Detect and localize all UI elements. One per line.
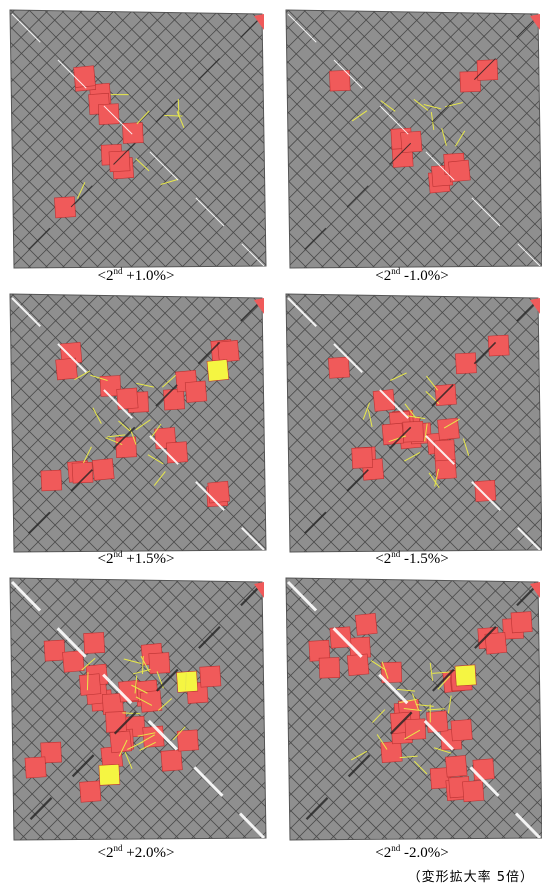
cracked-element — [473, 759, 495, 781]
cracked-element — [217, 340, 239, 362]
crack-line — [164, 115, 182, 116]
cracked-element — [109, 151, 130, 172]
cracked-element — [445, 755, 467, 777]
cracked-element — [166, 442, 187, 463]
mesh-panel — [6, 8, 268, 270]
caption: <2nd -1.0%> — [282, 266, 542, 285]
cracked-element — [435, 458, 456, 479]
cracked-element — [185, 381, 207, 403]
cracked-element — [44, 640, 65, 661]
crack-line — [87, 672, 88, 690]
mesh-panel — [6, 576, 268, 842]
yielded-element — [455, 665, 476, 686]
caption-text: -1.5%> — [400, 551, 448, 567]
caption-text: <2 — [98, 551, 114, 567]
yielded-element — [177, 671, 198, 692]
cracked-element — [80, 781, 101, 802]
cracked-element — [328, 357, 349, 378]
cracked-element — [511, 612, 532, 633]
cracked-element — [79, 674, 101, 696]
caption-text: <2 — [98, 845, 114, 861]
cracked-element — [41, 470, 62, 491]
cracked-element — [319, 657, 340, 678]
caption-sup: nd — [114, 843, 123, 853]
caption: <2nd -2.0%> — [282, 843, 542, 862]
caption-text: +1.5%> — [123, 551, 175, 567]
caption-sup: nd — [391, 843, 400, 853]
caption-sup: nd — [114, 549, 123, 559]
cracked-element — [475, 480, 496, 501]
cracked-element — [355, 613, 377, 635]
mesh-panel — [282, 8, 542, 270]
caption-text: -1.0%> — [400, 268, 448, 284]
cracked-element — [177, 730, 198, 751]
cracked-element — [448, 160, 470, 182]
cracked-element — [401, 131, 423, 153]
mesh-panel — [282, 292, 542, 554]
caption-text: <2 — [375, 551, 391, 567]
cracked-element — [163, 389, 184, 410]
crack-line — [178, 99, 179, 117]
yielded-element — [207, 359, 229, 381]
cracked-element — [382, 423, 404, 445]
mesh-panel — [282, 576, 542, 842]
caption: <2nd +1.5%> — [6, 549, 266, 568]
cracked-element — [208, 481, 230, 503]
cracked-element — [54, 197, 75, 218]
cracked-element — [352, 447, 373, 468]
caption: <2nd +2.0%> — [6, 843, 266, 862]
cracked-element — [149, 653, 170, 674]
cracked-element — [451, 719, 472, 740]
cracked-element — [488, 335, 509, 356]
cracked-element — [106, 711, 127, 732]
cracked-element — [74, 66, 96, 88]
cracked-element — [426, 711, 448, 733]
caption-text: <2 — [375, 845, 391, 861]
caption-text: <2 — [98, 268, 114, 284]
cracked-element — [462, 780, 483, 801]
figure: <2nd +1.0%> <2nd -1.0%> <2nd +1.5%> <2nd… — [0, 0, 542, 887]
cracked-element — [122, 123, 143, 144]
cracked-element — [143, 726, 164, 747]
caption: <2nd +1.0%> — [6, 266, 266, 285]
caption: <2nd -1.5%> — [282, 549, 542, 568]
cracked-element — [477, 60, 498, 81]
caption-sup: nd — [391, 266, 400, 276]
cracked-element — [347, 654, 369, 676]
cracked-element — [25, 757, 46, 778]
cracked-element — [116, 437, 137, 458]
caption-text: +1.0%> — [123, 268, 175, 284]
caption-sup: nd — [391, 549, 400, 559]
cracked-element — [455, 353, 476, 374]
caption-text: -2.0%> — [400, 845, 448, 861]
caption-text: <2 — [375, 268, 391, 284]
cracked-element — [161, 750, 182, 771]
cracked-element — [92, 459, 114, 481]
scale-note: （変形拡大率 5倍） — [408, 866, 534, 885]
caption-text: +2.0%> — [123, 845, 175, 861]
cracked-element — [200, 666, 221, 687]
yielded-element — [99, 764, 120, 785]
caption-sup: nd — [114, 266, 123, 276]
cracked-element — [98, 104, 119, 125]
cracked-element — [84, 632, 105, 653]
mesh-panel — [6, 292, 268, 554]
cracked-element — [434, 440, 455, 461]
